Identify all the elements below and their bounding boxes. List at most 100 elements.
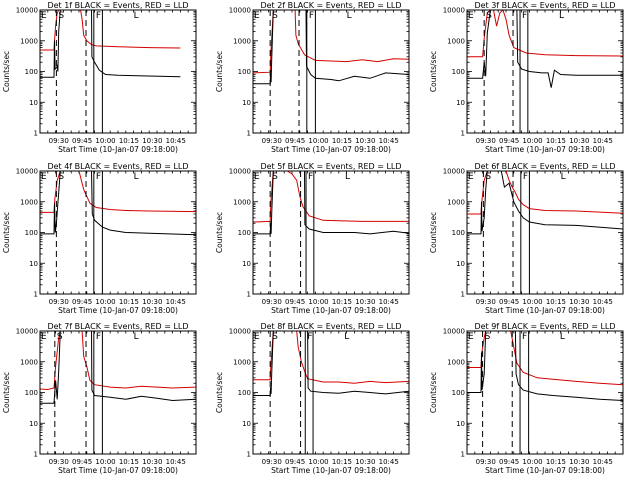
y-tick-label: 1000 [447, 358, 465, 366]
interval-marker-label: L [561, 172, 566, 182]
panel-8: 1 10 100 1000 10000 09:30 09:45 10:00 10:15 10:30… [215, 322, 410, 475]
y-axis-label: Counts/sec [429, 212, 438, 253]
panel-title: Det 7f BLACK = Events, RED = LLD [47, 322, 188, 331]
x-tick-label: 10:00 [308, 458, 328, 466]
interval-marker-label: E [254, 11, 260, 21]
x-tick-label: 10:30 [569, 298, 589, 306]
interval-marker-label: S [272, 172, 278, 182]
interval-marker-label: L [134, 172, 139, 182]
plot-frame [39, 170, 197, 295]
x-tick-label: 10:00 [95, 298, 115, 306]
x-tick-label: 10:45 [379, 458, 399, 466]
plot-area [253, 10, 409, 133]
x-tick-label: 09:45 [285, 298, 305, 306]
interval-marker-label: E [254, 332, 260, 342]
x-tick-label: 10:45 [379, 137, 399, 145]
y-tick-label: 1000 [233, 198, 251, 206]
interval-marker-label: S [58, 11, 64, 21]
interval-marker-label: L [345, 172, 350, 182]
interval-marker-label: E [41, 11, 47, 21]
y-tick-label: 10000 [229, 328, 251, 336]
x-axis-label: Start Time (10-Jan-07 09:18:00) [271, 145, 391, 154]
x-tick-label: 09:45 [72, 458, 92, 466]
x-tick-label: 10:30 [569, 458, 589, 466]
interval-marker-label: F [308, 172, 313, 182]
x-tick-label: 10:45 [379, 298, 399, 306]
y-tick-label: 10000 [443, 328, 465, 336]
panel-4: 1 10 100 1000 10000 09:30 09:45 10:00 10:15 10:30… [2, 162, 197, 315]
plot-area [40, 171, 196, 294]
y-tick-label: 10 [242, 260, 251, 268]
interval-marker-label: F [309, 11, 314, 21]
lld-series-line [40, 331, 196, 391]
interval-marker-label: L [134, 11, 139, 21]
plot-frame [466, 170, 624, 295]
x-tick-label: 09:30 [476, 137, 496, 145]
y-tick-label: 10 [456, 99, 465, 107]
y-tick-label: 10000 [16, 168, 38, 176]
panel-5: 1 10 100 1000 10000 09:30 09:45 10:00 10:15 10:30… [215, 162, 410, 315]
interval-marker-label: F [522, 332, 527, 342]
events-series-line [467, 10, 623, 88]
x-tick-label: 09:45 [285, 458, 305, 466]
y-tick-label: 1 [247, 291, 251, 299]
panel-9: 1 10 100 1000 10000 09:30 09:45 10:00 10:15 10:30… [429, 322, 624, 475]
x-tick-label: 09:30 [476, 458, 496, 466]
panel-7: 1 10 100 1000 10000 09:30 09:45 10:00 10:15 10:30… [2, 322, 197, 475]
events-series-line [467, 171, 623, 235]
y-tick-label: 100 [452, 68, 465, 76]
y-tick-label: 1000 [233, 358, 251, 366]
x-tick-label: 10:30 [142, 298, 162, 306]
y-tick-label: 1 [461, 130, 465, 138]
lld-series-line [467, 10, 623, 58]
x-tick-label: 10:45 [593, 458, 613, 466]
panel-title: Det 1f BLACK = Events, RED = LLD [47, 1, 188, 10]
y-tick-label: 100 [452, 229, 465, 237]
events-series-line [467, 331, 623, 401]
panel-title: Det 9f BLACK = Events, RED = LLD [474, 322, 615, 331]
events-series-line [253, 331, 409, 396]
y-tick-label: 1 [34, 130, 38, 138]
y-tick-label: 1 [247, 451, 251, 459]
interval-marker-label: F [522, 11, 527, 21]
y-tick-label: 1000 [20, 358, 38, 366]
y-tick-label: 100 [25, 389, 38, 397]
x-axis-label: Start Time (10-Jan-07 09:18:00) [58, 145, 178, 154]
interval-marker-label: E [254, 172, 260, 182]
y-tick-label: 1 [247, 130, 251, 138]
interval-marker-label: E [41, 332, 47, 342]
x-axis-label: Start Time (10-Jan-07 09:18:00) [271, 306, 391, 315]
y-tick-label: 1 [34, 291, 38, 299]
y-tick-label: 1 [34, 451, 38, 459]
y-tick-label: 100 [238, 68, 251, 76]
x-tick-label: 09:45 [72, 137, 92, 145]
interval-marker-label: S [485, 332, 491, 342]
lld-series-line [467, 171, 623, 215]
y-tick-label: 100 [238, 389, 251, 397]
lld-series-line [253, 171, 409, 223]
interval-marker-label: F [307, 332, 312, 342]
interval-marker-label: S [272, 332, 278, 342]
x-tick-label: 10:15 [546, 458, 566, 466]
x-tick-label: 10:00 [522, 298, 542, 306]
y-tick-label: 10000 [443, 7, 465, 15]
x-axis-label: Start Time (10-Jan-07 09:18:00) [485, 466, 605, 475]
events-series-line [253, 171, 409, 235]
x-tick-label: 10:00 [522, 137, 542, 145]
y-tick-label: 1000 [20, 198, 38, 206]
y-tick-label: 10 [456, 260, 465, 268]
x-tick-label: 09:30 [49, 137, 69, 145]
x-tick-label: 10:15 [119, 137, 139, 145]
y-tick-label: 10 [242, 420, 251, 428]
x-tick-label: 09:45 [285, 137, 305, 145]
plot-frame [39, 9, 197, 134]
events-series-line [40, 331, 196, 404]
x-tick-label: 09:30 [49, 458, 69, 466]
x-tick-label: 10:30 [142, 137, 162, 145]
plot-frame [39, 330, 197, 455]
lld-series-line [40, 171, 196, 213]
panel-title: Det 6f BLACK = Events, RED = LLD [474, 162, 615, 171]
x-tick-label: 09:30 [262, 298, 282, 306]
y-tick-label: 10000 [16, 7, 38, 15]
